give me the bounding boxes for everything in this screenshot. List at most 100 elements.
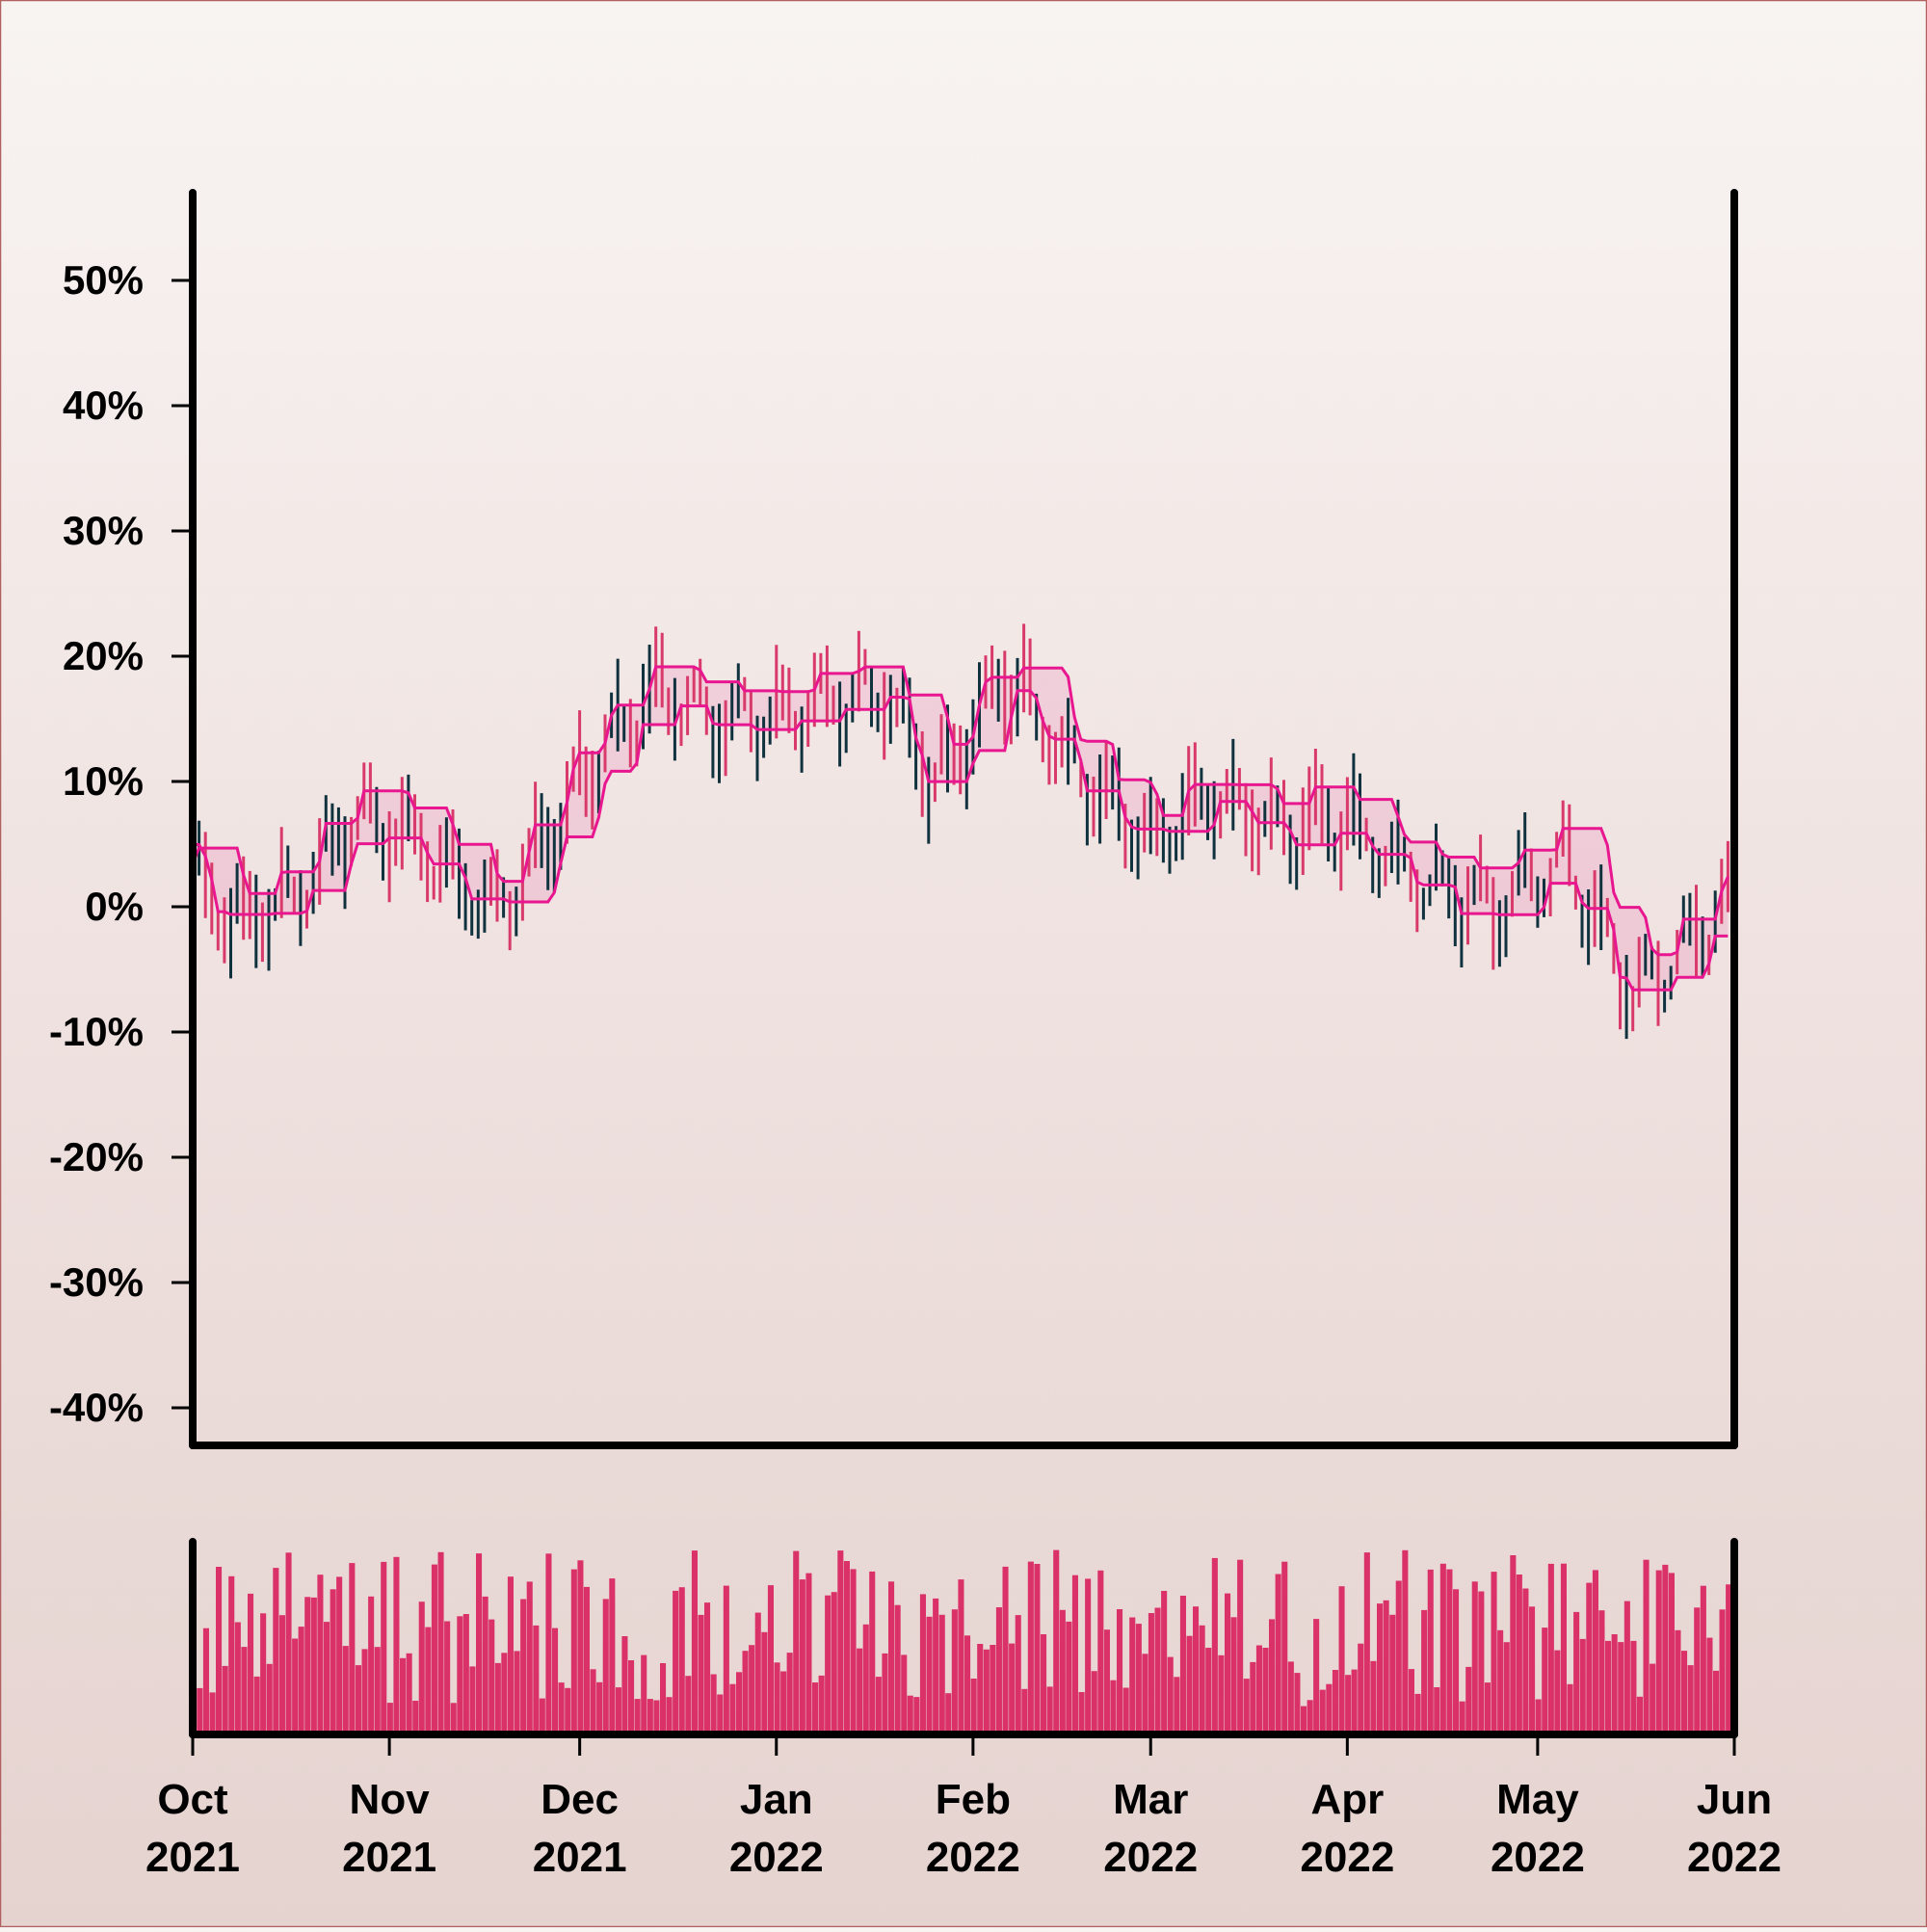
volume-bar-56 xyxy=(545,1553,552,1734)
volume-bar-173 xyxy=(1287,1661,1294,1734)
volume-bar-223 xyxy=(1605,1640,1612,1734)
volume-bar-13 xyxy=(273,1568,279,1734)
volume-bar-120 xyxy=(951,1609,958,1734)
volume-bar-150 xyxy=(1142,1654,1148,1734)
volume-bar-151 xyxy=(1148,1613,1154,1734)
x-tick-label-month: Oct xyxy=(157,1776,228,1823)
volume-bar-206 xyxy=(1497,1629,1504,1734)
volume-bar-106 xyxy=(862,1624,869,1734)
volume-bar-207 xyxy=(1503,1642,1510,1734)
volume-bar-144 xyxy=(1103,1629,1110,1734)
volume-bar-176 xyxy=(1307,1700,1313,1734)
volume-bar-20 xyxy=(317,1575,324,1734)
volume-bar-153 xyxy=(1161,1591,1168,1734)
volume-bar-94 xyxy=(786,1653,793,1734)
volume-bar-123 xyxy=(970,1679,977,1734)
y-tick-label: 10% xyxy=(63,758,144,804)
volume-bar-75 xyxy=(666,1697,673,1734)
volume-bar-156 xyxy=(1179,1596,1186,1734)
volume-bar-49 xyxy=(501,1653,508,1734)
volume-bar-219 xyxy=(1579,1638,1586,1734)
volume-bar-29 xyxy=(374,1647,381,1734)
volume-bar-47 xyxy=(488,1619,495,1734)
volume-bar-43 xyxy=(462,1614,469,1734)
volume-bar-196 xyxy=(1434,1687,1440,1734)
volume-bar-200 xyxy=(1459,1701,1465,1734)
volume-bar-212 xyxy=(1535,1699,1542,1734)
volume-bar-95 xyxy=(793,1550,800,1734)
volume-bar-124 xyxy=(977,1644,984,1734)
volume-bar-187 xyxy=(1377,1603,1384,1734)
y-tick-label: 50% xyxy=(63,257,144,303)
volume-bar-143 xyxy=(1097,1570,1104,1734)
x-tick-label-year: 2022 xyxy=(1300,1834,1394,1881)
volume-bar-190 xyxy=(1395,1580,1402,1734)
volume-bar-61 xyxy=(577,1560,584,1734)
volume-bar-141 xyxy=(1085,1578,1092,1734)
volume-bar-34 xyxy=(406,1653,412,1734)
volume-bar-231 xyxy=(1655,1570,1662,1734)
volume-bar-197 xyxy=(1439,1563,1446,1734)
volume-bar-184 xyxy=(1358,1643,1364,1734)
x-tick-label-month: Jun xyxy=(1697,1776,1772,1823)
x-tick-label-month: May xyxy=(1496,1776,1579,1823)
volume-bar-14 xyxy=(278,1615,285,1734)
volume-bar-89 xyxy=(754,1612,761,1734)
volume-bar-125 xyxy=(983,1649,990,1734)
volume-bar-215 xyxy=(1554,1650,1561,1734)
volume-bar-135 xyxy=(1046,1686,1053,1734)
volume-bar-152 xyxy=(1154,1607,1161,1734)
volume-bar-186 xyxy=(1370,1660,1377,1734)
volume-bar-33 xyxy=(400,1657,407,1734)
x-tick-label-year: 2021 xyxy=(533,1834,627,1881)
volume-bar-214 xyxy=(1547,1563,1554,1734)
volume-bar-236 xyxy=(1687,1665,1694,1734)
volume-bar-177 xyxy=(1313,1619,1320,1734)
volume-bar-27 xyxy=(361,1649,368,1734)
volume-bar-40 xyxy=(444,1621,451,1734)
volume-bar-174 xyxy=(1294,1673,1301,1734)
volume-bar-39 xyxy=(437,1551,444,1734)
volume-bar-113 xyxy=(907,1695,913,1734)
volume-bar-55 xyxy=(539,1698,545,1734)
volume-bar-213 xyxy=(1542,1628,1548,1734)
volume-bar-182 xyxy=(1345,1675,1352,1734)
volume-bar-108 xyxy=(875,1677,882,1734)
volume-bar-136 xyxy=(1053,1549,1060,1734)
volume-bar-226 xyxy=(1623,1601,1630,1734)
volume-bar-179 xyxy=(1326,1683,1333,1734)
volume-bar-23 xyxy=(336,1576,343,1734)
volume-bar-140 xyxy=(1078,1692,1085,1734)
x-tick-label-year: 2021 xyxy=(342,1834,436,1881)
volume-bar-198 xyxy=(1446,1569,1453,1734)
volume-bar-64 xyxy=(596,1681,603,1734)
volume-bar-54 xyxy=(533,1625,540,1734)
volume-bar-121 xyxy=(958,1579,964,1734)
volume-plot xyxy=(190,1549,1732,1734)
volume-bar-208 xyxy=(1510,1555,1517,1734)
volume-bar-88 xyxy=(749,1645,755,1734)
volume-bar-191 xyxy=(1402,1549,1409,1734)
volume-bar-21 xyxy=(324,1622,330,1734)
volume-bar-221 xyxy=(1592,1570,1598,1734)
x-tick-label-year: 2022 xyxy=(1103,1834,1198,1881)
volume-bar-15 xyxy=(285,1552,292,1734)
volume-bar-146 xyxy=(1117,1609,1123,1734)
volume-bar-109 xyxy=(882,1653,888,1734)
y-tick-label: 20% xyxy=(63,633,144,678)
volume-bar-4 xyxy=(216,1567,223,1734)
volume-bar-104 xyxy=(850,1569,857,1734)
volume-bar-178 xyxy=(1319,1689,1326,1734)
volume-bar-180 xyxy=(1332,1670,1338,1734)
volume-bar-175 xyxy=(1301,1706,1307,1734)
volume-bar-117 xyxy=(933,1598,939,1734)
volume-bar-242 xyxy=(1726,1584,1732,1734)
volume-bar-48 xyxy=(494,1662,501,1734)
volume-bar-166 xyxy=(1243,1679,1250,1734)
volume-bar-185 xyxy=(1363,1552,1370,1734)
y-tick-label: -20% xyxy=(49,1134,144,1179)
volume-bar-93 xyxy=(780,1671,787,1734)
price-plot xyxy=(191,623,1729,1040)
volume-bar-12 xyxy=(266,1663,273,1734)
volume-bar-159 xyxy=(1199,1625,1205,1734)
